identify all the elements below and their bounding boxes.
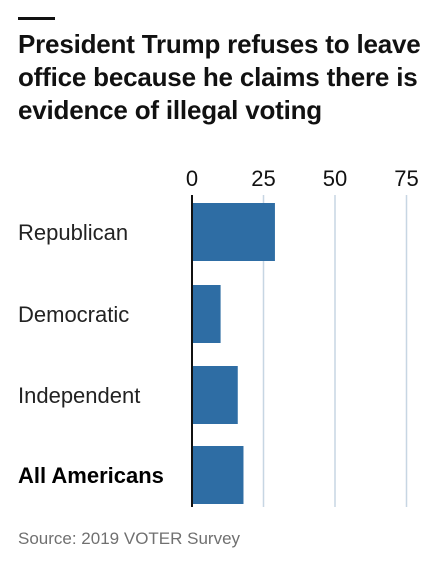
category-label: Republican [18,220,128,245]
chart-title: President Trump refuses to leave office … [18,29,421,125]
tick-label: 50 [323,166,347,191]
category-label: Independent [18,383,140,408]
category-label: Democratic [18,302,129,327]
tick-label: 75 [394,166,418,191]
bar-chart: 0 25 50 75 Republican Democratic Independent Al… [18,166,419,507]
tick-label: 0 [186,166,198,191]
bar-all-americans [192,446,244,504]
tick-label: 25 [251,166,275,191]
category-label: All Americans [18,463,164,488]
bar-republican [192,203,275,261]
source-note: Source: 2019 VOTER Survey [18,529,241,548]
bar-democratic [192,285,221,343]
header-rule [18,17,55,20]
bar-independent [192,366,238,424]
